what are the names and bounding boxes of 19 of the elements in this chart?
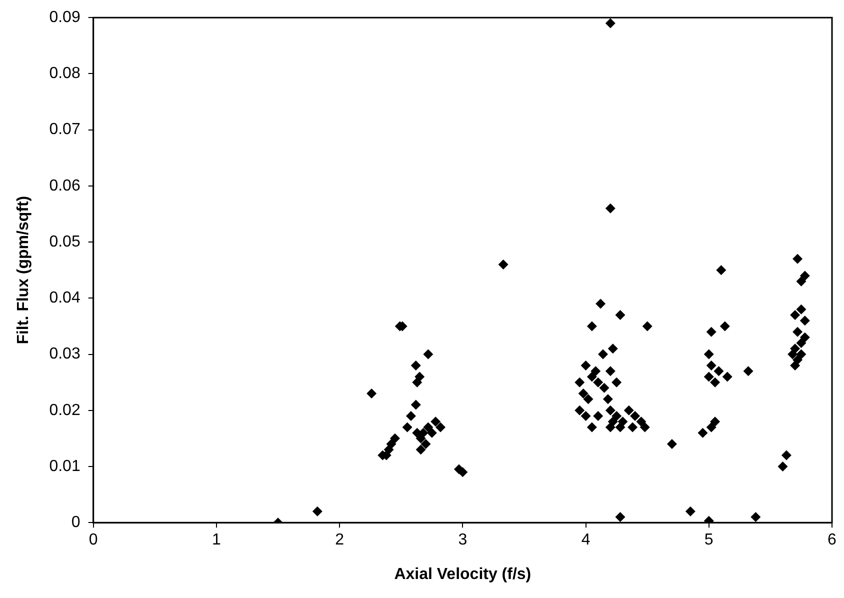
x-tick-label: 4 <box>581 532 590 549</box>
y-tick-label: 0.03 <box>49 346 80 363</box>
y-tick-label: 0.04 <box>49 290 80 307</box>
y-tick-label: 0.09 <box>49 9 80 26</box>
y-tick-label: 0.05 <box>49 233 80 250</box>
y-axis-title: Filt. Flux (gpm/sqft) <box>15 196 32 344</box>
x-tick-label: 3 <box>458 532 468 549</box>
x-axis-title: Axial Velocity (f/s) <box>394 566 532 583</box>
x-tick-label: 6 <box>828 532 837 549</box>
x-tick-label: 2 <box>335 532 344 549</box>
y-tick-label: 0.06 <box>49 177 80 194</box>
y-tick-label: 0 <box>71 514 80 532</box>
y-tick-label: 0.01 <box>49 458 80 475</box>
x-tick-label: 5 <box>704 532 714 549</box>
x-tick-label: 1 <box>212 532 221 549</box>
y-tick-label: 0.08 <box>49 65 80 82</box>
y-tick-label: 0.02 <box>49 402 80 419</box>
y-tick-label: 0.07 <box>49 121 80 138</box>
x-tick-label: 0 <box>88 532 98 549</box>
